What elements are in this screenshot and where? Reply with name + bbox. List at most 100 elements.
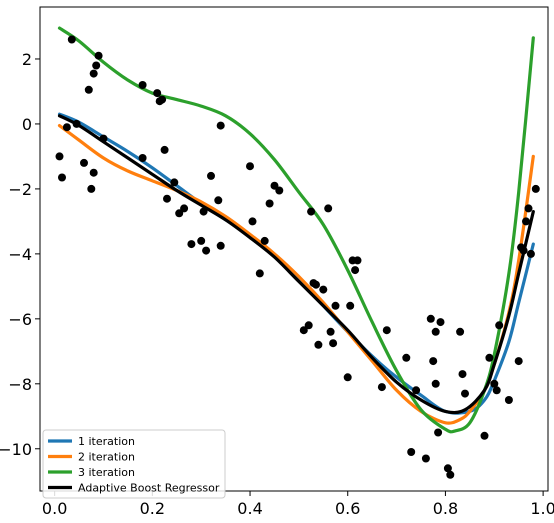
data-point: [522, 217, 530, 226]
data-point: [160, 145, 169, 154]
data-point: [87, 184, 96, 193]
legend-label: Adaptive Boost Regressor: [78, 482, 220, 495]
data-point: [504, 396, 513, 404]
data-point: [485, 353, 494, 362]
data-point: [343, 373, 352, 382]
data-point: [324, 204, 333, 213]
data-point: [480, 431, 489, 440]
data-point: [421, 454, 430, 463]
x-tick-label: 1.0: [530, 499, 554, 518]
data-point: [138, 154, 147, 162]
data-point: [89, 69, 98, 78]
y-tick-label: −4: [8, 245, 32, 264]
data-point: [519, 246, 528, 255]
data-point: [446, 470, 455, 479]
data-point: [299, 326, 308, 335]
data-point: [158, 95, 167, 104]
x-tick-label: 0.4: [237, 499, 262, 518]
data-point: [248, 217, 257, 226]
data-point: [163, 194, 171, 203]
data-point: [490, 379, 499, 388]
data-point: [260, 236, 269, 245]
data-point: [187, 240, 196, 249]
data-point: [214, 196, 223, 205]
data-point: [207, 171, 215, 180]
data-point: [197, 236, 206, 245]
data-point: [314, 340, 323, 349]
y-tick-label: −6: [8, 310, 32, 329]
data-point: [216, 241, 225, 250]
legend-label: 3 iteration: [78, 466, 135, 479]
data-point: [458, 370, 467, 379]
data-point: [265, 199, 274, 208]
data-point: [55, 152, 64, 161]
data-point: [67, 35, 76, 44]
data-point: [246, 162, 254, 171]
data-point: [92, 61, 101, 70]
data-point: [382, 326, 391, 335]
data-point: [80, 158, 88, 167]
data-point: [436, 318, 445, 327]
data-point: [180, 204, 189, 213]
data-point: [402, 353, 411, 362]
legend-label: 2 iteration: [78, 451, 135, 464]
data-point: [304, 321, 313, 330]
data-point: [153, 89, 162, 98]
data-point: [202, 246, 211, 255]
data-point: [431, 379, 440, 388]
x-tick-label: 0.0: [42, 499, 67, 518]
data-point: [492, 386, 501, 395]
plot-frame: [39, 6, 549, 492]
data-point: [216, 121, 225, 130]
legend-label: 1 iteration: [78, 435, 135, 448]
x-tick-label: 0.2: [140, 499, 165, 518]
data-point: [456, 327, 465, 336]
legend-box: [42, 429, 226, 499]
x-tick-label: 0.6: [335, 499, 360, 518]
data-point: [175, 209, 184, 218]
x-tick-label: 0.8: [433, 499, 458, 518]
data-point: [255, 269, 264, 278]
series-line-3: [57, 26, 535, 434]
data-point: [429, 357, 438, 366]
data-point: [524, 204, 533, 213]
data-point: [531, 184, 540, 193]
legend: 1 iteration 2 iteration 3 iteration Adaptiv…: [42, 429, 226, 499]
data-point: [99, 134, 108, 143]
data-point: [72, 119, 81, 128]
y-tick-label: −2: [8, 180, 32, 199]
data-point: [312, 280, 320, 289]
data-point: [495, 321, 504, 330]
series-layer: [57, 26, 535, 434]
data-point: [170, 178, 179, 187]
y-tick-label: 0: [22, 115, 32, 134]
y-tick-label: −10: [0, 440, 32, 459]
data-point: [199, 207, 208, 216]
data-point: [351, 266, 360, 275]
data-point: [331, 301, 340, 310]
data-point: [434, 428, 443, 437]
scatter-points: [55, 35, 540, 479]
y-tick-label: 2: [22, 50, 32, 69]
data-point: [138, 81, 147, 89]
data-point: [319, 285, 328, 294]
series-line-4: [57, 114, 535, 415]
data-point: [407, 448, 416, 456]
data-point: [307, 207, 316, 216]
data-point: [62, 123, 71, 132]
data-point: [461, 389, 469, 398]
data-point: [58, 173, 66, 182]
data-point: [426, 314, 435, 323]
data-point: [329, 339, 338, 348]
data-point: [377, 383, 386, 392]
data-point: [431, 327, 440, 336]
data-point: [443, 464, 452, 473]
data-point: [514, 357, 523, 366]
data-point: [346, 301, 355, 310]
y-tick-label: −8: [8, 375, 32, 394]
data-point: [94, 51, 103, 60]
series-line-2: [57, 124, 535, 425]
data-point: [353, 256, 362, 265]
y-axis: 2 0 −2 −4 −6 −8 −10: [0, 50, 40, 459]
